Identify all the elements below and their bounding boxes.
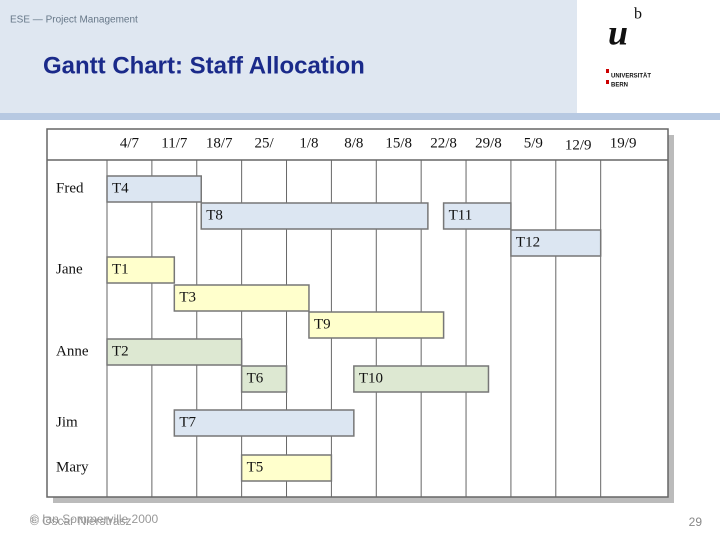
- x-tick-label: 15/8: [385, 135, 412, 151]
- row-label: Mary: [56, 459, 89, 475]
- logo-line: BERN: [611, 83, 628, 89]
- x-tick-label: 8/8: [344, 135, 363, 151]
- x-tick-label: 29/8: [475, 135, 502, 151]
- x-tick-label: 12/9: [565, 137, 592, 153]
- x-tick-label: 18/7: [206, 135, 233, 151]
- task-label: T11: [449, 207, 473, 223]
- task-label: T3: [179, 289, 196, 305]
- x-tick-label: 4/7: [120, 135, 140, 151]
- task-bar: [442, 202, 512, 230]
- task-label: T7: [179, 414, 196, 430]
- task-bar: [106, 256, 176, 284]
- x-tick-label: 1/8: [299, 135, 318, 151]
- page-number: 29: [689, 515, 703, 529]
- header-stripe: [0, 113, 720, 120]
- footer-copyright: © Ian Sommerville 2000: [30, 512, 159, 526]
- task-bar: [308, 311, 445, 339]
- task-bar: [173, 409, 355, 437]
- task-label: T9: [314, 316, 331, 332]
- task-bar: [510, 229, 602, 257]
- row-label: Anne: [56, 343, 89, 359]
- logo-marker: [606, 69, 609, 73]
- section-label: ESE — Project Management: [10, 15, 138, 26]
- footer-copyright: © Oscar Nierstrasz: [30, 514, 132, 528]
- task-label: T1: [112, 261, 129, 277]
- gantt: 4/7 11/7 18/7 25/1/8 8/8 15/8 22/8 29/8 5/9 12/9 1…: [56, 135, 636, 497]
- logo-sup: b: [634, 6, 642, 23]
- task-label: T10: [359, 370, 383, 386]
- x-tick-label: 22/8: [430, 135, 457, 151]
- logo-line: UNIVERSITÄT: [611, 73, 651, 80]
- task-label: T2: [112, 343, 129, 359]
- task-label: T4: [112, 180, 129, 196]
- row-label: Jim: [56, 414, 78, 430]
- slide-title: Gantt Chart: Staff Allocation: [43, 52, 365, 79]
- task-bar: [353, 365, 490, 393]
- task-label: T5: [247, 459, 264, 475]
- x-tick-label: 5/9: [524, 135, 543, 151]
- task-bar: [200, 202, 429, 230]
- x-tick-label: 19/9: [610, 135, 637, 151]
- logo-marker: [606, 80, 609, 84]
- logo-box: [577, 0, 720, 113]
- row-label: Fred: [56, 180, 84, 196]
- x-tick-label: 25/: [254, 135, 274, 151]
- task-bar: [240, 454, 333, 482]
- row-label: Jane: [56, 261, 83, 277]
- task-bar: [106, 175, 202, 203]
- task-bar: [173, 284, 310, 312]
- task-label: T6: [247, 370, 264, 386]
- task-label: T8: [206, 207, 223, 223]
- task-bar: [106, 338, 243, 366]
- task-label: T12: [516, 234, 540, 250]
- logo-mark: u: [608, 12, 628, 52]
- task-bar: [240, 365, 288, 393]
- x-tick-label: 11/7: [161, 135, 188, 151]
